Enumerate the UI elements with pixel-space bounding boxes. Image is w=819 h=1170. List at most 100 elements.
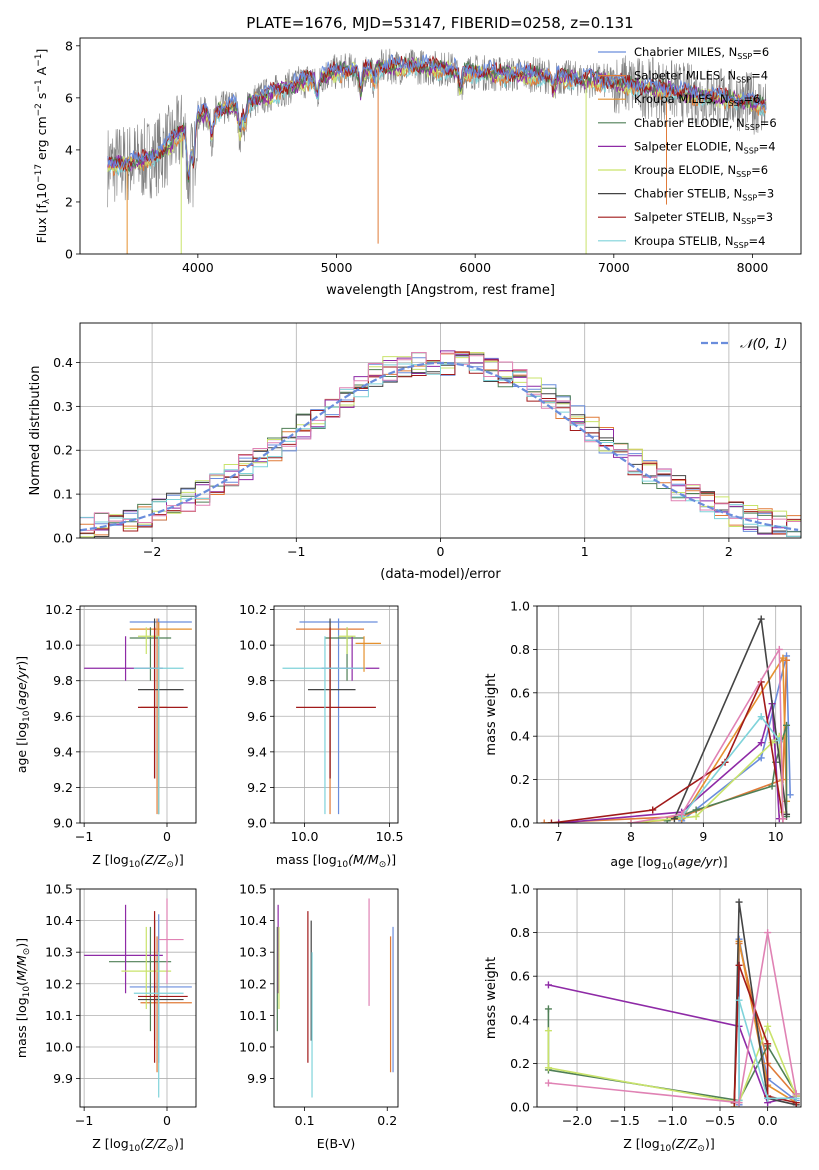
weight-point-marker bbox=[764, 1040, 772, 1048]
y-tick-label: 0.8 bbox=[510, 925, 530, 940]
x-tick-label: 1 bbox=[581, 544, 589, 559]
weight-series-9 bbox=[630, 646, 784, 823]
x-tick-label: 10 bbox=[768, 829, 784, 844]
y-tick-label: 0.3 bbox=[53, 399, 73, 414]
legend-label: Kroupa ELODIE, NSSP=6 bbox=[634, 163, 768, 179]
y-tick-label: 10.3 bbox=[239, 945, 267, 960]
massweight-vs-Z-plot-area bbox=[544, 898, 800, 1107]
legend-label: Salpeter ELODIE, NSSP=4 bbox=[634, 139, 776, 155]
weight-point-marker bbox=[544, 1079, 552, 1087]
legend-label: Salpeter MILES, NSSP=4 bbox=[634, 69, 768, 85]
weight-point-marker bbox=[692, 812, 700, 820]
y-tick-label: 10.0 bbox=[45, 1039, 73, 1054]
y-tick-label: 10.4 bbox=[45, 913, 73, 928]
y-tick-label: 10.2 bbox=[45, 976, 73, 991]
y-tick-label: 0.4 bbox=[510, 729, 530, 744]
massweight-vs-Z-frame bbox=[536, 888, 802, 1108]
weight-point-marker bbox=[783, 721, 791, 729]
weight-series-4 bbox=[558, 703, 781, 823]
weight-point-marker bbox=[735, 937, 743, 945]
y-tick-label: 9.6 bbox=[247, 709, 267, 724]
x-tick-label: −1 bbox=[75, 1113, 93, 1128]
weight-point-marker bbox=[678, 810, 686, 818]
x-tick-label: −1.0 bbox=[657, 1113, 687, 1128]
y-tick-label: 10.0 bbox=[239, 638, 267, 653]
y-tick-label: 10.1 bbox=[45, 1008, 73, 1023]
weight-point-marker bbox=[544, 1027, 552, 1035]
weight-point-marker bbox=[768, 782, 776, 790]
weight-point-marker bbox=[757, 739, 765, 747]
age-vs-mass-xlabel: mass [log10(M/M⊙)] bbox=[276, 852, 396, 870]
spectrum-xlabel: wavelength [Angstrom, rest frame] bbox=[326, 283, 555, 298]
age-vs-Z-axes: −1 0 9.0 9.2 9.4 9.6 9.8 10.0 10.2 bbox=[45, 602, 196, 844]
spectrum-frame bbox=[79, 37, 802, 255]
y-tick-label: 10.2 bbox=[45, 602, 73, 617]
residual-hist-axes: −2 −1 0 1 2 0.0 0.1 0.2 0.3 0.4 bbox=[53, 323, 801, 559]
x-tick-label: −1 bbox=[287, 544, 305, 559]
legend-label: Salpeter STELIB, NSSP=3 bbox=[634, 210, 773, 226]
y-tick-label: 0.8 bbox=[510, 642, 530, 657]
y-tick-label: 0.2 bbox=[53, 443, 73, 458]
y-tick-label: 10.3 bbox=[45, 945, 73, 960]
age-vs-Z-plot-area bbox=[84, 618, 192, 815]
legend-label: Chabrier STELIB, NSSP=3 bbox=[634, 187, 774, 203]
weight-point-marker bbox=[775, 645, 783, 653]
weight-point-marker bbox=[735, 1099, 743, 1107]
y-tick-label: 0.2 bbox=[510, 772, 530, 787]
legend-label: 𝒩(0, 1) bbox=[740, 337, 787, 352]
x-tick-label: 0 bbox=[437, 544, 445, 559]
legend-label: Chabrier ELODIE, NSSP=6 bbox=[634, 116, 777, 132]
age-vs-mass-frame bbox=[273, 605, 399, 824]
weight-point-marker bbox=[768, 739, 776, 747]
weight-point-marker bbox=[779, 815, 787, 823]
x-tick-label: 0.1 bbox=[295, 1113, 315, 1128]
massweight-vs-age-frame bbox=[536, 605, 802, 824]
normal-reference-curve bbox=[80, 361, 799, 532]
weight-series-8 bbox=[738, 999, 797, 1101]
x-tick-label: 8 bbox=[627, 829, 635, 844]
age-vs-Z-frame bbox=[79, 605, 197, 824]
x-tick-label: 0 bbox=[163, 829, 171, 844]
y-tick-label: 0.0 bbox=[53, 531, 73, 546]
model-spectrum-1 bbox=[107, 57, 767, 178]
x-tick-label: −1 bbox=[75, 829, 93, 844]
x-tick-label: −2 bbox=[143, 544, 161, 559]
y-tick-label: 10.1 bbox=[239, 1008, 267, 1023]
weight-point-marker bbox=[555, 819, 563, 823]
x-tick-label: 0 bbox=[163, 1113, 171, 1128]
weight-point-marker bbox=[764, 929, 772, 937]
weight-point-marker bbox=[792, 1090, 800, 1098]
x-tick-label: −2.0 bbox=[562, 1113, 592, 1128]
x-tick-label: −1.5 bbox=[610, 1113, 640, 1128]
weight-age-xlabel: age [log10(age/yr)] bbox=[610, 854, 727, 872]
residual-hist-frame bbox=[79, 322, 802, 539]
y-tick-label: 9.8 bbox=[247, 673, 267, 688]
weight-point-marker bbox=[757, 713, 765, 721]
x-tick-label: 7000 bbox=[598, 260, 630, 275]
y-tick-label: 9.2 bbox=[247, 780, 267, 795]
y-tick-label: 0.4 bbox=[510, 1012, 530, 1027]
weight-point-marker bbox=[649, 806, 657, 814]
y-tick-label: 1.0 bbox=[510, 599, 530, 614]
y-tick-label: 9.4 bbox=[247, 744, 267, 759]
y-tick-label: 9.9 bbox=[247, 1071, 267, 1086]
y-tick-label: 6 bbox=[65, 90, 73, 105]
ebv-xlabel: E(B-V) bbox=[317, 1136, 356, 1151]
y-tick-label: 0.0 bbox=[510, 816, 530, 831]
mass-vs-ebv-frame bbox=[273, 888, 399, 1108]
x-tick-label: 10.0 bbox=[291, 829, 319, 844]
weight-point-marker bbox=[764, 1022, 772, 1030]
weight-point-marker bbox=[663, 817, 671, 823]
mass-vs-Z-frame bbox=[79, 888, 197, 1108]
y-tick-label: 0.0 bbox=[510, 1100, 530, 1115]
y-tick-label: 10.4 bbox=[239, 913, 267, 928]
x-tick-label: 5000 bbox=[321, 260, 353, 275]
spectrum-axes: 4000 5000 6000 7000 8000 0 2 4 6 8 bbox=[65, 38, 768, 275]
residual-hist-plot-area bbox=[80, 350, 801, 538]
x-tick-label: 0.0 bbox=[758, 1113, 778, 1128]
weight-series-1 bbox=[544, 660, 788, 823]
weight-point-marker bbox=[735, 961, 743, 969]
massweight-vs-Z-axes: −2.0 −1.5 −1.0 −0.5 0.0 0.0 0.2 0.4 0.6 0.8 1.0 bbox=[510, 882, 801, 1128]
weight-point-marker bbox=[544, 1064, 552, 1072]
weight-point-marker bbox=[692, 806, 700, 814]
